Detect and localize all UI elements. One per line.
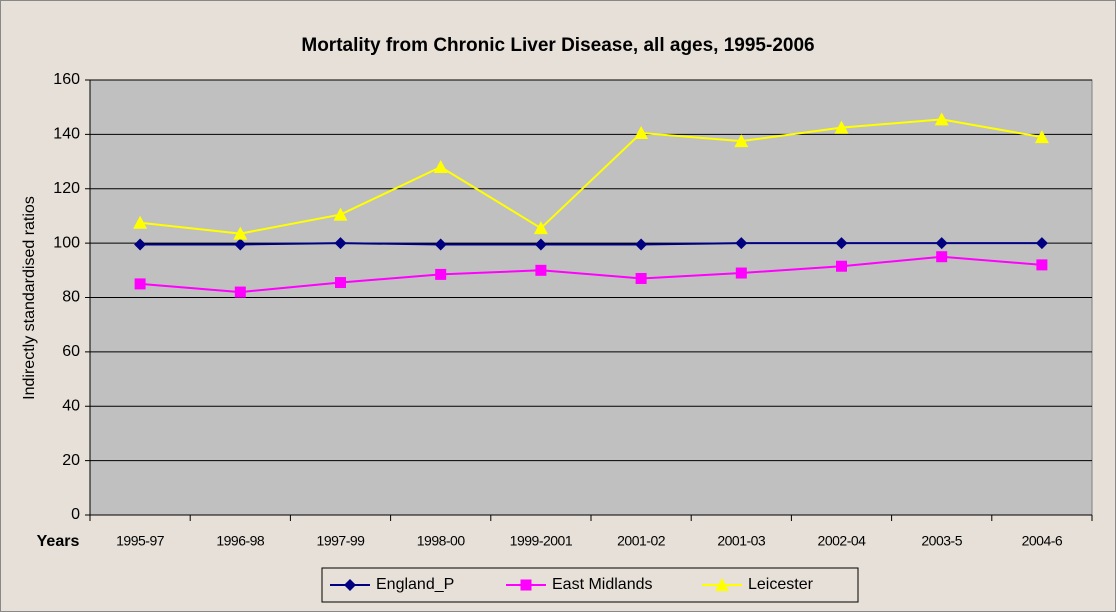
y-tick-label: 60 [62, 343, 80, 360]
chart-title: Mortality from Chronic Liver Disease, al… [301, 35, 814, 56]
marker [635, 238, 648, 251]
legend-label: East Midlands [552, 576, 653, 593]
x-tick-label: 2001-03 [717, 533, 766, 549]
marker [534, 238, 547, 251]
marker [433, 160, 448, 173]
marker [435, 268, 447, 280]
marker [533, 221, 548, 235]
marker [1036, 259, 1048, 271]
x-tick-label: 1999-2001 [510, 533, 573, 549]
y-tick-label: 40 [62, 397, 80, 414]
marker [134, 278, 146, 290]
x-axis-label: Years [37, 533, 80, 550]
marker [734, 134, 749, 148]
series-line [140, 242, 1042, 246]
marker [634, 126, 649, 140]
y-tick-label: 140 [53, 126, 80, 143]
legend-box [321, 567, 859, 603]
x-tick-label: 2002-04 [818, 533, 867, 549]
marker [334, 237, 347, 250]
x-tick-label: 2001-02 [617, 533, 666, 549]
y-tick-label: 0 [71, 506, 80, 523]
marker [134, 238, 147, 251]
x-tick-label: 1995-97 [116, 533, 165, 549]
x-tick-label: 1996-98 [216, 533, 265, 549]
y-tick-label: 100 [53, 234, 80, 251]
marker [715, 578, 729, 591]
y-tick-label: 20 [62, 452, 80, 469]
marker [635, 272, 647, 284]
y-tick-label: 160 [53, 71, 80, 88]
y-axis-label: Indirectly standardised ratios [21, 196, 38, 400]
legend-label: Leicester [748, 576, 814, 593]
marker [133, 215, 148, 229]
marker [835, 237, 848, 250]
y-tick-label: 120 [53, 180, 80, 197]
marker [344, 579, 356, 591]
y-tick-label: 80 [62, 289, 80, 306]
marker [1034, 130, 1049, 144]
marker [936, 251, 948, 263]
marker [234, 238, 247, 251]
marker [836, 260, 847, 272]
marker [520, 579, 532, 591]
x-tick-label: 2003-5 [921, 533, 962, 549]
marker [233, 226, 248, 240]
series-line [139, 118, 1043, 235]
x-tick-label: 1998-00 [417, 533, 466, 549]
marker [934, 112, 949, 126]
marker [333, 207, 348, 221]
marker [735, 237, 748, 250]
marker [335, 277, 346, 289]
marker [735, 267, 747, 279]
series-line [140, 255, 1042, 294]
legend-label: England_P [376, 576, 454, 593]
x-tick-label: 2004-6 [1022, 533, 1063, 549]
marker [834, 120, 849, 134]
marker [935, 237, 948, 250]
marker [1035, 237, 1048, 250]
x-tick-label: 1997-99 [317, 533, 366, 549]
marker [535, 264, 547, 276]
marker [434, 238, 447, 251]
marker [234, 286, 246, 298]
